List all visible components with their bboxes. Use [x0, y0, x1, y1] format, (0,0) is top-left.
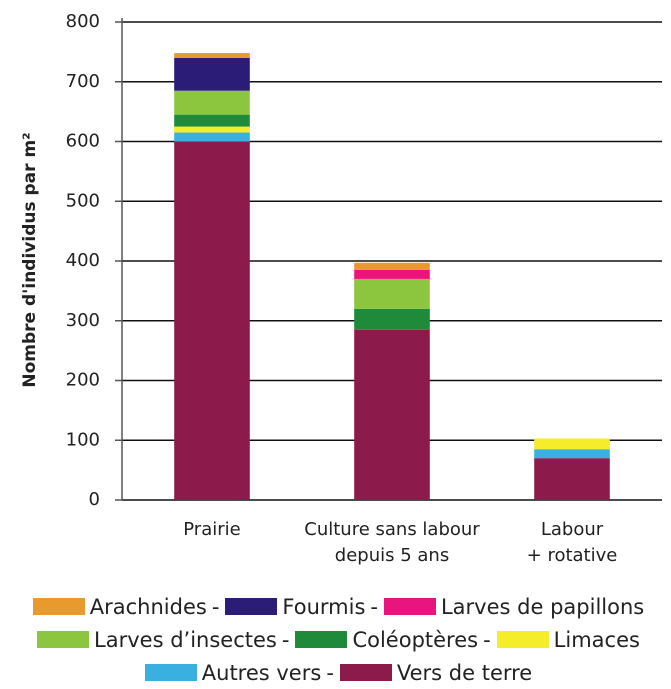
legend-row: Larves d’insectes - Coléoptères - Limaces: [0, 623, 671, 656]
y-axis-label: Nombre d'individus par m²: [20, 132, 40, 387]
legend-swatch: [339, 664, 392, 681]
legend-row: Autres vers - Vers de terre: [0, 656, 671, 689]
bar-segment: [354, 262, 430, 270]
x-tick-label: Culture sans labour: [304, 519, 480, 540]
bar-segment: [174, 53, 250, 58]
bar-segment: [174, 90, 250, 115]
legend-swatch: [225, 598, 278, 615]
y-tick-label: 800: [66, 11, 100, 32]
y-tick-label: 400: [66, 250, 100, 271]
y-tick-label: 700: [66, 71, 100, 92]
bar-segment: [354, 278, 430, 309]
legend-separator: -: [483, 627, 491, 652]
bar-segment: [534, 438, 610, 450]
legend-swatch: [383, 598, 436, 615]
legend-label: Fourmis: [282, 594, 366, 619]
bar-segment: [534, 449, 610, 459]
legend-swatch: [32, 598, 85, 615]
legend-label: Vers de terre: [396, 660, 533, 685]
y-tick-label: 500: [66, 190, 100, 211]
y-tick-label: 600: [66, 131, 100, 152]
legend-label: Coléoptères: [352, 627, 479, 652]
legend-separator: -: [211, 594, 220, 619]
x-tick-label: Labour: [541, 519, 604, 540]
x-tick-label: depuis 5 ans: [335, 545, 449, 566]
y-tick-label: 100: [66, 429, 100, 450]
legend-swatch: [295, 631, 348, 648]
bar-segment: [534, 458, 610, 500]
legend-separator: -: [370, 594, 378, 619]
y-tick-label: 300: [66, 310, 100, 331]
bar-segment: [174, 114, 250, 127]
legend-swatch: [496, 631, 549, 648]
legend: Arachnides - Fourmis - Larves de papillons La…: [0, 590, 671, 689]
legend-label: Arachnides: [89, 594, 207, 619]
bar-segment: [354, 308, 430, 330]
legend-label: Larves de papillons: [440, 594, 645, 619]
legend-row: Arachnides - Fourmis - Larves de papillons: [0, 590, 671, 623]
bar-segment: [174, 132, 250, 142]
y-tick-label: 0: [89, 489, 100, 510]
bar-segment: [354, 269, 430, 279]
bar-segment: [174, 141, 250, 500]
bar-segment: [354, 329, 430, 500]
chart: Nombre d'individus par m² 0 100 200 300 400 5…: [20, 11, 662, 566]
bar-segment: [174, 57, 250, 91]
legend-swatch: [37, 631, 90, 648]
legend-label: Autres vers: [201, 660, 322, 685]
legend-separator: -: [326, 660, 334, 685]
legend-label: Larves d’insectes: [94, 627, 277, 652]
legend-separator: -: [281, 627, 290, 652]
legend-label: Limaces: [553, 627, 640, 652]
y-tick-label: 200: [66, 370, 100, 391]
x-tick-label: Prairie: [183, 519, 240, 540]
legend-swatch: [144, 664, 197, 681]
bar-segment: [174, 126, 250, 133]
x-tick-label: + rotative: [527, 545, 618, 566]
